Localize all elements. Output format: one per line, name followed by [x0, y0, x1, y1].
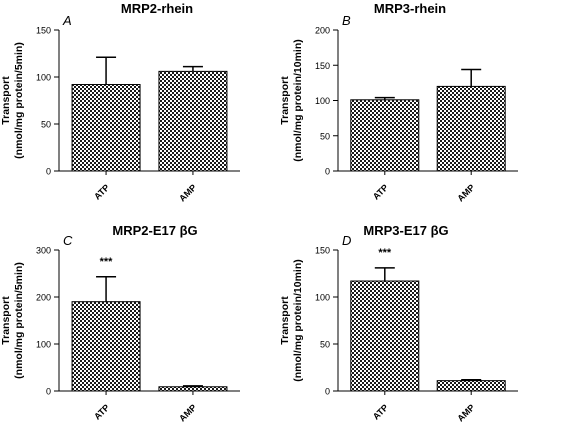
category-label-amp: AMP [455, 402, 476, 423]
bar-amp [436, 85, 506, 172]
y-tick-label: 100 [36, 73, 51, 83]
y-axis-unit-label: (nmol/mg protein/5min) [13, 262, 25, 379]
bar-atp [71, 301, 141, 392]
y-axis-label: Transport [279, 76, 291, 125]
category-label-amp: AMP [177, 402, 198, 423]
y-axis-unit-label: (nmol/mg protein/10min) [292, 259, 304, 382]
panel-letter: A [62, 13, 72, 28]
bar-amp [436, 380, 506, 392]
category-label-amp: AMP [455, 182, 476, 203]
panel-title: MRP2-rhein [121, 1, 193, 16]
bar-atp [350, 99, 420, 172]
y-tick-label: 0 [46, 167, 51, 177]
panel-letter: C [63, 233, 73, 248]
category-label-atp: ATP [92, 182, 111, 201]
panel-title: MRP2-E17 βG [112, 223, 197, 238]
category-label-atp: ATP [371, 402, 390, 421]
panel-letter: D [342, 233, 351, 248]
y-axis-unit-label: (nmol/mg protein/10min) [292, 39, 304, 162]
y-tick-label: 0 [325, 167, 330, 177]
y-tick-label: 300 [36, 246, 51, 256]
y-tick-label: 50 [41, 120, 51, 130]
y-tick-label: 100 [36, 340, 51, 350]
y-tick-label: 50 [320, 340, 330, 350]
significance-annotation: *** [378, 247, 392, 259]
y-axis-label: Transport [0, 296, 12, 345]
category-label-atp: ATP [371, 182, 390, 201]
y-tick-label: 0 [325, 387, 330, 397]
bar-amp [158, 70, 228, 172]
bar-amp [158, 386, 228, 392]
panel-c: MRP2-E17 βG C Transport (nmol/mg protein/5m… [0, 223, 240, 424]
y-tick-label: 150 [315, 246, 330, 256]
bar-atp [350, 280, 420, 392]
panel-b: MRP3-rhein B Transport (nmol/mg protein/10m… [279, 1, 518, 204]
y-tick-label: 150 [315, 61, 330, 71]
y-tick-label: 150 [36, 26, 51, 36]
y-axis-label: Transport [279, 296, 291, 345]
y-tick-label: 200 [36, 293, 51, 303]
y-tick-label: 0 [46, 387, 51, 397]
y-tick-label: 100 [315, 293, 330, 303]
panel-title: MRP3-E17 βG [363, 223, 448, 238]
panel-a: MRP2-rhein A Transport (nmol/mg protein/5mi… [0, 1, 240, 204]
y-tick-label: 200 [315, 26, 330, 36]
y-tick-label: 50 [320, 131, 330, 141]
category-label-amp: AMP [177, 182, 198, 203]
panel-d: MRP3-E17 βG D Transport (nmol/mg protein/10… [279, 223, 518, 424]
y-axis-label: Transport [0, 76, 12, 125]
panel-title: MRP3-rhein [374, 1, 446, 16]
y-axis-unit-label: (nmol/mg protein/5min) [13, 42, 25, 159]
category-label-atp: ATP [92, 402, 111, 421]
y-tick-label: 100 [315, 96, 330, 106]
panel-letter: B [342, 13, 351, 28]
significance-annotation: *** [100, 256, 114, 268]
bar-atp [71, 84, 141, 172]
